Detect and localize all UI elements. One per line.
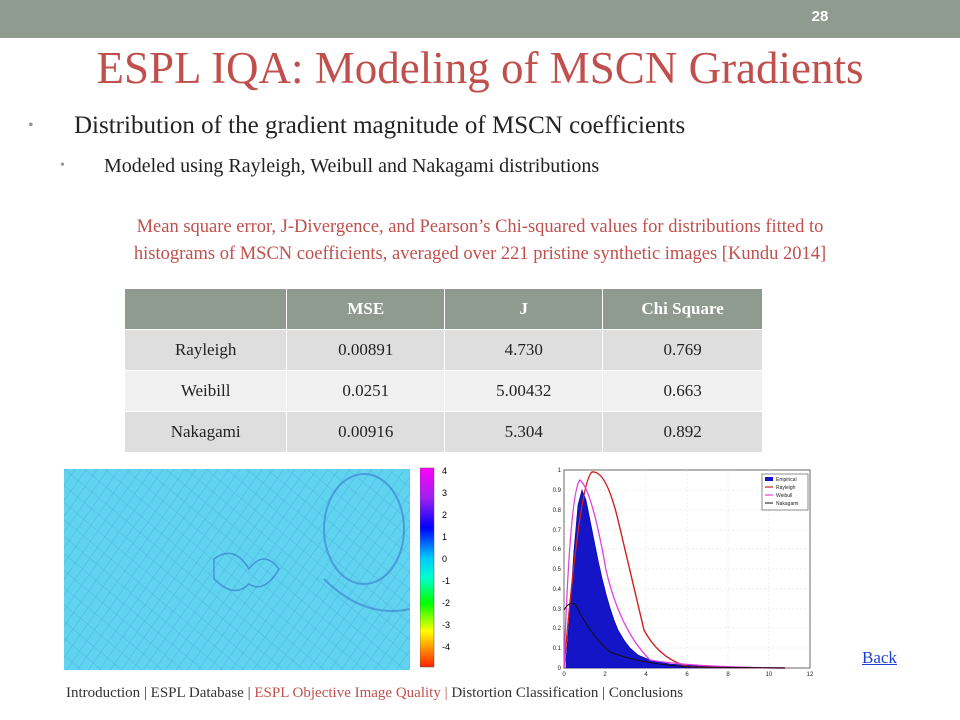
colorbar: 4 3 2 1 0 -1 -2 -3 -4 xyxy=(419,466,478,671)
plot-x-tick: 2 xyxy=(603,672,607,678)
plot-y-tick: 0.7 xyxy=(553,528,562,534)
plot-x-tick: 8 xyxy=(726,672,730,678)
slide-title: ESPL IQA: Modeling of MSCN Gradients xyxy=(96,43,864,93)
plot-y-tick: 1 xyxy=(558,468,562,474)
colorbar-tick: 3 xyxy=(442,488,447,498)
table-header-cell: Chi Square xyxy=(602,289,763,330)
table-cell: 4.730 xyxy=(444,329,604,371)
bullet-level1-text: Distribution of the gradient magnitude o… xyxy=(74,112,686,139)
colorbar-tick: 4 xyxy=(442,466,447,476)
table-header-cell: MSE xyxy=(286,289,446,330)
colorbar-tick: -2 xyxy=(442,598,450,608)
plot-y-tick: 0.6 xyxy=(553,547,562,553)
colorbar-tick: 0 xyxy=(442,554,447,564)
colorbar-tick: 2 xyxy=(442,510,447,520)
caption-line-1: Mean square error, J-Divergence, and Pea… xyxy=(136,217,824,237)
mscn-gradient-image-svg xyxy=(64,469,410,670)
footer-nav-distortion-classification[interactable]: Distortion Classification | xyxy=(451,685,609,701)
plot-legend: Empirical Rayleigh Weibull Nakagami xyxy=(761,473,809,511)
plot-x-tick: 6 xyxy=(685,672,689,678)
plot-y-tick: 0.8 xyxy=(553,508,562,514)
table-cell: 0.0251 xyxy=(286,370,446,412)
colorbar-tick: -1 xyxy=(442,576,450,586)
colorbar-tick: 1 xyxy=(442,532,447,542)
back-link[interactable]: Back xyxy=(862,648,897,667)
footer-nav-espl-objective-image-quality[interactable]: ESPL Objective Image Quality | xyxy=(254,685,452,701)
caption-line-2: histograms of MSCN coefficients, average… xyxy=(133,244,827,264)
table-cell: 5.304 xyxy=(444,411,604,452)
bullet-level2-text: Modeled using Rayleigh, Weibull and Naka… xyxy=(104,155,600,177)
table-row: Weibill 0.0251 5.00432 0.663 xyxy=(125,370,763,412)
results-table: MSE J Chi Square Rayleigh 0.00891 4.730 … xyxy=(125,289,763,452)
table-cell: 0.00916 xyxy=(286,411,446,452)
mscn-gradient-image xyxy=(64,469,410,670)
legend-entry: Empirical xyxy=(776,477,797,483)
colorbar-tick: -4 xyxy=(442,642,450,652)
footer-nav-conclusions[interactable]: Conclusions xyxy=(608,685,684,701)
table-row: Rayleigh 0.00891 4.730 0.769 xyxy=(125,329,763,371)
plot-y-tick: 0 xyxy=(558,666,562,672)
table-cell: 0.769 xyxy=(602,329,763,371)
table-row: Nakagami 0.00916 5.304 0.892 xyxy=(125,411,763,452)
plot-y-tick: 0.9 xyxy=(553,488,562,494)
bullet-dot-icon: • xyxy=(60,158,65,173)
header-bar xyxy=(0,0,960,38)
table-cell: Nakagami xyxy=(125,411,288,452)
distribution-plot-svg: 1 0.9 0.8 0.7 0.6 0.5 0.4 0.3 0.2 0.1 0 … xyxy=(553,468,814,678)
table-header-cell: J xyxy=(444,289,604,330)
legend-entry: Nakagami xyxy=(776,501,799,507)
table-cell: 0.663 xyxy=(602,370,763,412)
footer-nav-introduction[interactable]: Introduction | xyxy=(66,685,151,701)
table-header-row: MSE J Chi Square xyxy=(125,289,763,330)
table-cell: 0.00891 xyxy=(286,329,446,371)
distribution-plot: 1 0.9 0.8 0.7 0.6 0.5 0.4 0.3 0.2 0.1 0 … xyxy=(540,460,830,680)
table-cell: Rayleigh xyxy=(125,329,288,371)
legend-entry: Weibull xyxy=(776,493,792,499)
plot-x-tick: 10 xyxy=(766,672,773,678)
plot-y-tick: 0.4 xyxy=(553,587,562,593)
plot-x-tick: 4 xyxy=(644,672,648,678)
bullet-dot-icon: • xyxy=(28,117,34,134)
plot-y-tick: 0.3 xyxy=(553,607,562,613)
colorbar-tick: -3 xyxy=(442,620,450,630)
table-cell: 5.00432 xyxy=(444,370,604,412)
table-header-cell xyxy=(125,289,288,330)
table-caption: Mean square error, J-Divergence, and Pea… xyxy=(20,214,940,268)
plot-y-tick: 0.5 xyxy=(553,567,562,573)
plot-x-tick: 0 xyxy=(562,672,566,678)
colorbar-svg: 4 3 2 1 0 -1 -2 -3 -4 xyxy=(419,466,450,668)
plot-y-tick: 0.1 xyxy=(553,646,562,652)
footer-nav-espl-database[interactable]: ESPL Database | xyxy=(150,685,255,701)
slide-number: 28 xyxy=(811,8,829,25)
plot-x-tick: 12 xyxy=(807,672,814,678)
table-cell: 0.892 xyxy=(602,411,763,452)
footer-nav: Introduction | ESPL Database | ESPL Obje… xyxy=(66,685,683,702)
legend-entry: Rayleigh xyxy=(776,485,796,491)
table-cell: Weibill xyxy=(125,370,288,412)
plot-y-tick: 0.2 xyxy=(553,626,562,632)
